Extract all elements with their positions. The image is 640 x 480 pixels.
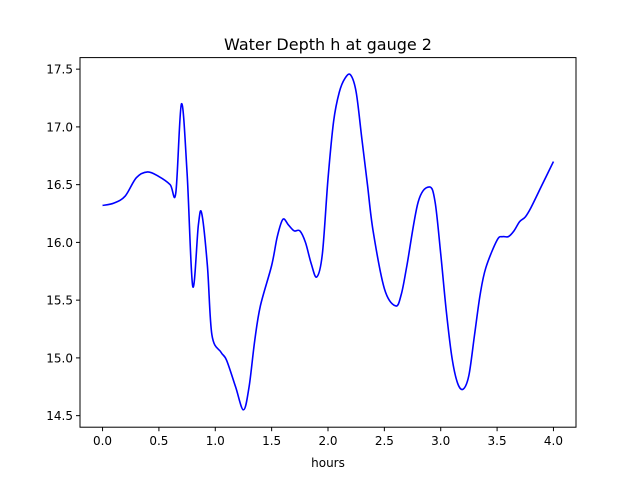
x-tick-label: 2.0	[318, 434, 337, 448]
y-tick-label: 15.0	[46, 351, 73, 365]
y-tick-label: 17.0	[46, 120, 73, 134]
y-tick-label: 14.5	[46, 409, 73, 423]
x-tick-label: 0.5	[149, 434, 168, 448]
chart-title: Water Depth h at gauge 2	[224, 35, 432, 54]
x-tick-label: 1.0	[206, 434, 225, 448]
y-tick-label: 17.5	[46, 63, 73, 77]
x-axis-label: hours	[311, 456, 345, 470]
plot-frame	[79, 57, 577, 428]
axis-ticks: 0.0 0.5 1.0 1.5 2.0 2.5 3.0 3.5 4.0 14.5 15.0 15.5 1…	[46, 63, 563, 449]
x-tick-label: 0.0	[93, 434, 112, 448]
x-tick-label: 4.0	[544, 434, 563, 448]
y-tick-label: 16.5	[46, 178, 73, 192]
x-tick-label: 1.5	[262, 434, 281, 448]
series-line-0	[102, 73, 555, 411]
x-tick-label: 2.5	[375, 434, 394, 448]
x-tick-label: 3.0	[431, 434, 450, 448]
plot-area	[102, 73, 555, 411]
x-tick-label: 3.5	[488, 434, 507, 448]
y-tick-label: 15.5	[46, 294, 73, 308]
y-tick-label: 16.0	[46, 236, 73, 250]
